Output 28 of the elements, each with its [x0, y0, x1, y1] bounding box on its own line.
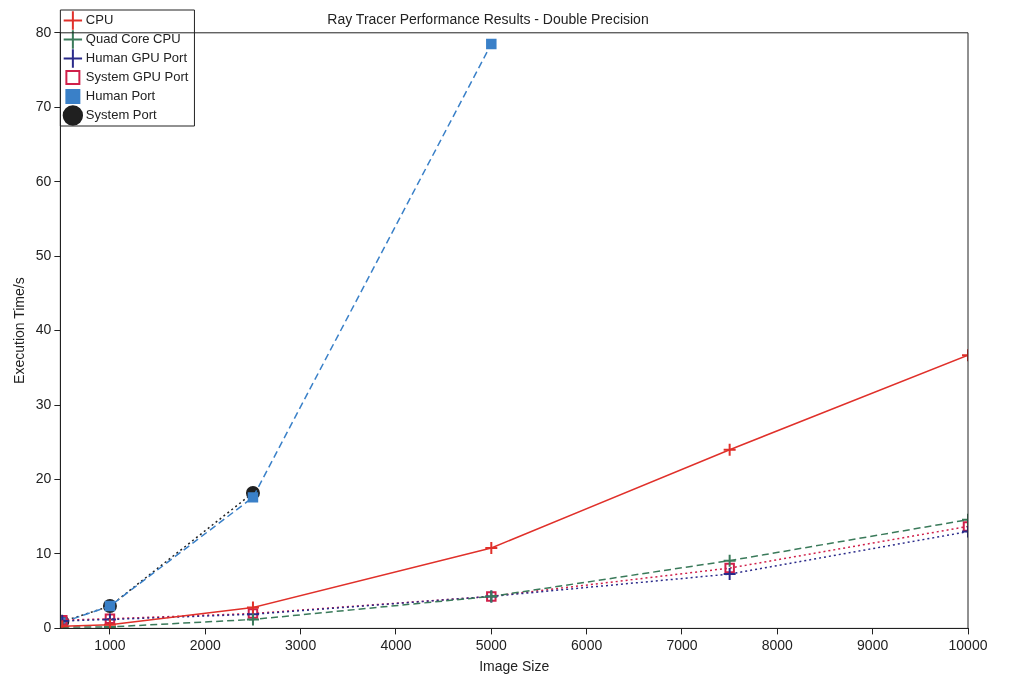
- x-tick-label: 1000: [94, 636, 126, 653]
- y-axis-title: Execution Time/s: [11, 277, 28, 384]
- y-tick-label: 0: [43, 619, 52, 636]
- y-tick-label: 70: [35, 98, 52, 115]
- x-tick-label: 7000: [666, 636, 698, 653]
- legend-label: Human GPU Port: [85, 50, 188, 66]
- x-tick-label: 3000: [285, 636, 317, 653]
- y-tick-label: 60: [35, 172, 52, 189]
- legend-label: System GPU Port: [85, 69, 189, 85]
- y-tick-label: 30: [35, 395, 52, 412]
- chart-title: Ray Tracer Performance Results - Double Precision: [327, 11, 649, 28]
- x-tick-label: 8000: [761, 636, 794, 653]
- x-tick-label: 2000: [189, 636, 222, 653]
- y-tick-label: 80: [35, 23, 52, 40]
- y-tick-label: 10: [35, 544, 52, 561]
- x-tick-label: 4000: [380, 636, 412, 653]
- y-tick-label: 20: [35, 470, 52, 487]
- x-axis-title: Image Size: [479, 658, 550, 675]
- x-tick-label: 6000: [571, 636, 603, 653]
- x-tick-label: 10000: [948, 636, 988, 653]
- legend-label: CPU: [85, 12, 114, 28]
- x-tick-label: 9000: [857, 636, 889, 653]
- legend-label: Human Port: [85, 88, 156, 104]
- legend-label: System Port: [85, 107, 158, 123]
- x-tick-label: 5000: [475, 636, 508, 653]
- y-tick-label: 50: [35, 247, 52, 264]
- legend-label: Quad Core CPU: [85, 31, 181, 47]
- y-tick-label: 40: [35, 321, 52, 338]
